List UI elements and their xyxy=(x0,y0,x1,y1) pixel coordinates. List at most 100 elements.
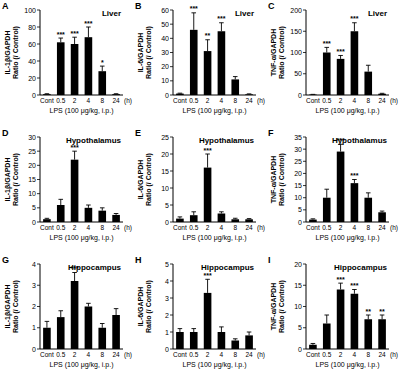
x-tick-label: 0.5 xyxy=(189,351,198,358)
y-label: IL-6/GAPDH xyxy=(137,287,144,327)
error-cap xyxy=(380,315,385,316)
y-label: IL-1β/GAPDH xyxy=(4,158,12,202)
error-cap xyxy=(72,272,77,273)
error-cap xyxy=(338,55,343,56)
error-line xyxy=(249,332,250,335)
x-tick-label: 8 xyxy=(366,97,370,104)
bar xyxy=(190,332,198,349)
significance: *** xyxy=(203,147,211,154)
bar xyxy=(71,160,79,222)
bar xyxy=(245,335,253,349)
bar xyxy=(351,294,359,349)
error-bar xyxy=(324,47,329,52)
error-bar xyxy=(45,218,50,220)
panel-letter: C xyxy=(268,1,275,11)
significance: *** xyxy=(217,15,225,22)
y-tick-label: 1 xyxy=(165,329,169,336)
x-unit: (h) xyxy=(257,97,265,105)
significance: * xyxy=(101,59,104,66)
title: Hypothalamus xyxy=(66,136,122,145)
panel-letter: G xyxy=(2,255,9,265)
x-unit: (h) xyxy=(390,224,398,232)
y-tick-label: 30 xyxy=(294,146,302,153)
y-tick-label: 25 xyxy=(294,158,302,165)
significance: *** xyxy=(350,282,358,289)
marks xyxy=(176,279,253,349)
bar xyxy=(218,332,226,349)
x-tick-label: 24 xyxy=(378,97,386,104)
error-cap xyxy=(366,192,371,193)
bar xyxy=(218,31,226,95)
error-line xyxy=(340,144,341,151)
x-tick-label: 8 xyxy=(233,224,237,231)
error-bar xyxy=(86,303,91,306)
error-bar xyxy=(58,38,63,42)
y-tick-label: 2 xyxy=(165,312,169,319)
error-bar xyxy=(352,290,357,294)
x-tick-label: 8 xyxy=(366,351,370,358)
error-bar xyxy=(338,283,343,289)
error-line xyxy=(116,309,117,315)
marks xyxy=(309,144,386,222)
bar xyxy=(190,30,198,95)
y-tick-label: 5 xyxy=(298,206,302,213)
error-line xyxy=(193,13,194,30)
panel-letter: E xyxy=(135,128,141,138)
y-tick-label: 3 xyxy=(32,282,36,289)
x-tick-label: 24 xyxy=(112,97,120,104)
y-tick-label: 0 xyxy=(165,346,169,353)
y-tick-label: 2 xyxy=(32,303,36,310)
x-tick-label: 4 xyxy=(353,97,357,104)
error-cap xyxy=(114,93,119,94)
error-bar xyxy=(324,315,329,324)
bar xyxy=(323,53,331,96)
y-label: Ratio (/ Control) xyxy=(12,153,20,206)
bar xyxy=(378,212,386,222)
y-axis xyxy=(173,264,174,349)
error-cap xyxy=(352,22,357,23)
y-label: IL-1β/GAPDH xyxy=(4,31,12,75)
bar xyxy=(231,341,239,350)
bar xyxy=(57,205,65,222)
bar xyxy=(351,31,359,95)
title: Hippocampus xyxy=(68,263,121,272)
y-label: TNF-α/GAPDH xyxy=(270,283,277,330)
x-label: LPS (100 μg/kg, i.p.) xyxy=(183,361,247,369)
error-bar xyxy=(380,315,385,319)
bar xyxy=(98,211,106,222)
error-line xyxy=(102,324,103,328)
significance: *** xyxy=(70,30,78,37)
x-tick-label: 8 xyxy=(233,351,237,358)
error-bar xyxy=(100,208,105,211)
error-bar xyxy=(86,205,91,208)
error-bar xyxy=(58,311,63,317)
x-tick-label: 2 xyxy=(339,351,343,358)
bar xyxy=(85,307,93,350)
error-line xyxy=(60,311,61,317)
bar xyxy=(204,168,212,222)
y-tick-label: 50 xyxy=(294,70,302,77)
panel: DIL-1β/GAPDHRatio (/ Control)05101520253… xyxy=(2,128,132,242)
x-tick-label: 4 xyxy=(353,351,357,358)
error-cap xyxy=(100,323,105,324)
panel: AIL-1β/GAPDHRatio (/ Control)02040608010… xyxy=(2,1,132,115)
x-axis xyxy=(40,349,123,350)
panel: FTNF-α/GAPDHRatio (/ Control)05101520253… xyxy=(268,128,398,242)
bar xyxy=(364,319,372,349)
x-label: LPS (100 μg/kg, i.p.) xyxy=(316,361,380,369)
x-tick-label: Cont xyxy=(173,351,187,358)
significance: *** xyxy=(323,40,331,47)
panel-letter: A xyxy=(2,1,9,11)
error-cap xyxy=(205,39,210,40)
error-cap xyxy=(338,283,343,284)
bar xyxy=(85,37,93,95)
y-tick-label: 10 xyxy=(294,194,302,201)
error-bar xyxy=(247,218,252,220)
x-tick-label: 0.5 xyxy=(322,97,331,104)
y-tick-label: 100 xyxy=(290,49,302,56)
error-line xyxy=(102,66,103,71)
y-label: IL-6/GAPDH xyxy=(137,160,144,200)
x-label: LPS (100 μg/kg, i.p.) xyxy=(50,234,114,242)
bar xyxy=(176,219,184,222)
error-cap xyxy=(100,66,105,67)
